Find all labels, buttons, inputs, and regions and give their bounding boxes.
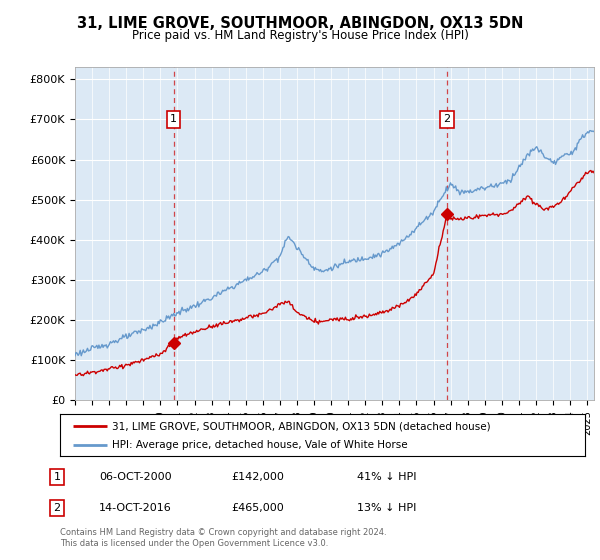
Text: 1: 1 [170,114,177,124]
Text: 06-OCT-2000: 06-OCT-2000 [99,472,172,482]
Text: 2: 2 [443,114,451,124]
Text: Price paid vs. HM Land Registry's House Price Index (HPI): Price paid vs. HM Land Registry's House … [131,29,469,42]
Text: 31, LIME GROVE, SOUTHMOOR, ABINGDON, OX13 5DN: 31, LIME GROVE, SOUTHMOOR, ABINGDON, OX1… [77,16,523,31]
Text: £142,000: £142,000 [231,472,284,482]
Text: 2: 2 [53,503,61,513]
Text: 14-OCT-2016: 14-OCT-2016 [99,503,172,513]
Text: 41% ↓ HPI: 41% ↓ HPI [357,472,416,482]
Text: 1: 1 [53,472,61,482]
Text: 13% ↓ HPI: 13% ↓ HPI [357,503,416,513]
Text: Contains HM Land Registry data © Crown copyright and database right 2024.
This d: Contains HM Land Registry data © Crown c… [60,528,386,548]
Text: HPI: Average price, detached house, Vale of White Horse: HPI: Average price, detached house, Vale… [113,440,408,450]
Text: £465,000: £465,000 [231,503,284,513]
Text: 31, LIME GROVE, SOUTHMOOR, ABINGDON, OX13 5DN (detached house): 31, LIME GROVE, SOUTHMOOR, ABINGDON, OX1… [113,421,491,431]
